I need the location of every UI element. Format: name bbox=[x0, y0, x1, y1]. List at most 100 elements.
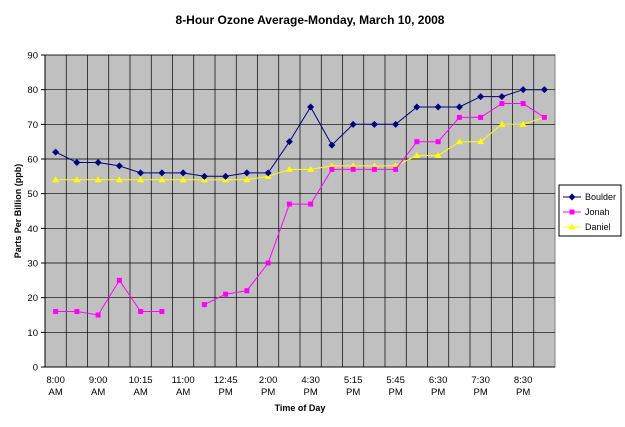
data-point-boulder bbox=[519, 86, 527, 94]
data-point-boulder bbox=[455, 103, 463, 111]
data-point-jonah bbox=[159, 309, 165, 315]
legend: Boulder Jonah Daniel bbox=[558, 184, 622, 237]
x-tick-label: 2:00 PM bbox=[259, 375, 278, 398]
data-point-boulder bbox=[328, 141, 336, 149]
data-point-daniel bbox=[243, 176, 251, 183]
data-point-daniel bbox=[477, 138, 485, 145]
data-point-jonah bbox=[74, 309, 80, 315]
data-point-daniel bbox=[115, 176, 123, 183]
legend-label-boulder: Boulder bbox=[585, 192, 616, 202]
data-point-boulder bbox=[392, 120, 400, 128]
data-point-boulder bbox=[370, 120, 378, 128]
data-point-daniel bbox=[73, 176, 81, 183]
y-tick-label: 60 bbox=[27, 155, 38, 166]
data-point-jonah bbox=[435, 139, 441, 145]
y-tick-label: 90 bbox=[27, 51, 38, 62]
legend-marker bbox=[569, 209, 575, 215]
data-point-daniel bbox=[413, 152, 421, 159]
y-tick-label: 40 bbox=[27, 224, 38, 235]
data-point-jonah bbox=[308, 201, 314, 207]
data-point-boulder bbox=[285, 138, 293, 146]
y-tick-labels: 0 10 20 30 40 50 60 70 80 90 bbox=[27, 51, 38, 374]
data-point-boulder bbox=[179, 169, 187, 177]
data-point-daniel bbox=[137, 176, 145, 183]
y-tick-label: 30 bbox=[27, 259, 38, 270]
y-axis-title: Parts Per Billion (ppb) bbox=[13, 164, 23, 259]
data-point-jonah bbox=[244, 288, 250, 294]
data-point-daniel bbox=[307, 165, 315, 172]
x-tick-label: 4:30 PM bbox=[301, 375, 320, 398]
data-point-jonah bbox=[223, 291, 229, 297]
series-boulder bbox=[52, 86, 548, 180]
y-tick-label: 20 bbox=[27, 293, 38, 304]
data-point-jonah bbox=[456, 114, 462, 120]
data-point-boulder bbox=[158, 169, 166, 177]
data-point-boulder bbox=[52, 148, 60, 156]
data-point-boulder bbox=[73, 158, 81, 166]
y-tick-label: 0 bbox=[33, 363, 38, 374]
data-point-jonah bbox=[95, 312, 101, 318]
x-tick-label: 9:00 AM bbox=[89, 375, 108, 398]
data-point-jonah bbox=[520, 101, 526, 107]
data-point-daniel bbox=[434, 152, 442, 159]
data-point-jonah bbox=[116, 277, 122, 283]
data-point-jonah bbox=[329, 166, 335, 172]
data-point-daniel bbox=[52, 176, 60, 183]
y-tick-label: 70 bbox=[27, 120, 38, 131]
axes bbox=[41, 54, 555, 368]
data-point-boulder bbox=[349, 120, 357, 128]
data-point-daniel bbox=[519, 120, 527, 127]
data-point-daniel bbox=[455, 138, 463, 145]
legend-label-daniel: Daniel bbox=[585, 222, 611, 232]
data-point-boulder bbox=[222, 172, 230, 180]
x-tick-label: 5:45 PM bbox=[386, 375, 405, 398]
x-tick-label: 12:45 PM bbox=[214, 375, 238, 398]
x-tick-label: 7:30 PM bbox=[471, 375, 490, 398]
data-point-boulder bbox=[264, 169, 272, 177]
series-line-boulder bbox=[55, 89, 545, 177]
data-point-jonah bbox=[53, 309, 59, 315]
series-line-daniel bbox=[55, 116, 545, 181]
data-point-boulder bbox=[434, 103, 442, 111]
data-point-boulder bbox=[115, 162, 123, 170]
data-point-jonah bbox=[541, 114, 547, 120]
data-point-boulder bbox=[200, 172, 208, 180]
x-tick-label: 6:30 PM bbox=[429, 375, 448, 398]
x-tick-labels: 8:00 AM 9:00 AM 10:15 AM 11:00 AM 12:45 PM 2:00 PM 4… bbox=[46, 375, 532, 398]
data-point-jonah bbox=[201, 302, 207, 308]
x-tick-label: 11:00 AM bbox=[172, 375, 195, 398]
data-point-boulder bbox=[477, 93, 485, 101]
data-point-daniel bbox=[498, 120, 506, 127]
data-point-boulder bbox=[413, 103, 421, 111]
data-point-jonah bbox=[414, 139, 420, 145]
x-tick-label: 10:15 AM bbox=[129, 375, 153, 398]
legend-marker bbox=[568, 223, 576, 230]
series-jonah bbox=[53, 101, 547, 318]
x-tick-label: 8:00 AM bbox=[46, 375, 65, 398]
data-point-daniel bbox=[158, 176, 166, 183]
x-axis-title: Time of Day bbox=[275, 403, 326, 413]
data-point-boulder bbox=[243, 169, 251, 177]
data-point-jonah bbox=[350, 166, 356, 172]
data-point-jonah bbox=[286, 201, 292, 207]
data-point-daniel bbox=[94, 176, 102, 183]
data-point-jonah bbox=[499, 101, 505, 107]
chart-title: 8-Hour Ozone Average-Monday, March 10, 2… bbox=[176, 13, 445, 27]
data-point-boulder bbox=[94, 158, 102, 166]
gridlines bbox=[45, 54, 555, 367]
data-point-jonah bbox=[265, 260, 271, 266]
y-tick-label: 50 bbox=[27, 189, 38, 200]
data-point-boulder bbox=[498, 93, 506, 101]
data-point-jonah bbox=[478, 114, 484, 120]
series-lines bbox=[52, 86, 548, 318]
y-tick-label: 80 bbox=[27, 85, 38, 96]
data-point-jonah bbox=[393, 166, 399, 172]
x-tick-label: 8:30 PM bbox=[514, 375, 533, 398]
data-point-boulder bbox=[137, 169, 145, 177]
legend-label-jonah: Jonah bbox=[585, 207, 610, 217]
x-tick-label: 5:15 PM bbox=[344, 375, 363, 398]
data-point-daniel bbox=[179, 176, 187, 183]
data-point-jonah bbox=[371, 166, 377, 172]
data-point-daniel bbox=[285, 165, 293, 172]
